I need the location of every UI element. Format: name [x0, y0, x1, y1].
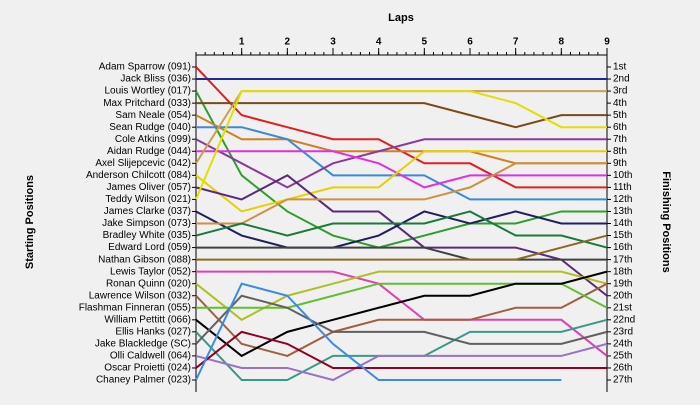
y-tick-label: Oscar Proietti (024) — [104, 363, 191, 374]
y2-tick-label: 18th — [613, 266, 632, 277]
x-tick-label: 2 — [285, 37, 291, 48]
series-line — [195, 150, 607, 213]
series-line — [195, 294, 608, 345]
y2-tick-label: 9th — [613, 158, 627, 169]
y-tick-label: Olli Caldwell (064) — [110, 351, 191, 362]
y2-tick-label: 6th — [613, 122, 627, 133]
y-tick-label: Lawrence Wilson (032) — [89, 290, 191, 301]
y-tick-label: Sean Rudge (040) — [109, 122, 191, 133]
y2-tick-label: 19th — [613, 278, 632, 289]
y2-tick-label: 16th — [613, 242, 632, 253]
y2-tick-label: 24th — [613, 339, 632, 350]
x-tick-label: 8 — [559, 37, 565, 48]
y-tick-label: Max Pritchard (033) — [103, 98, 191, 109]
y-tick-label: Jake Blackledge (SC) — [95, 339, 191, 350]
y2-tick-label: 10th — [613, 170, 632, 181]
x-tick-label: 7 — [513, 37, 519, 48]
x-tick-label: 6 — [467, 37, 473, 48]
y2-tick-label: 4th — [613, 98, 627, 109]
y2-tick-label: 5th — [613, 110, 627, 121]
y-tick-label: William Pettitt (066) — [104, 314, 191, 325]
y-tick-label: James Oliver (057) — [107, 182, 191, 193]
y2-tick-label: 27th — [613, 375, 632, 386]
y2-tick-label: 21st — [613, 302, 632, 313]
y2-tick-label: 22nd — [613, 314, 635, 325]
x-tick-label: 5 — [422, 37, 428, 48]
y2-tick-label: 13th — [613, 206, 632, 217]
y2-tick-label: 20th — [613, 290, 632, 301]
y2-tick-label: 26th — [613, 363, 632, 374]
y2-tick-label: 8th — [613, 146, 627, 157]
y-tick-label: James Clarke (037) — [104, 206, 191, 217]
series-line — [196, 150, 607, 189]
y2-tick-label: 1st — [613, 62, 627, 73]
series-line — [195, 282, 562, 381]
y2-tick-label: 23rd — [613, 326, 633, 337]
y2-tick-label: 3rd — [613, 86, 627, 97]
y-tick-label: Nathan Gibson (088) — [98, 254, 191, 265]
y2-tick-label: 15th — [613, 230, 632, 241]
y-tick-label: Ellis Hanks (027) — [115, 326, 191, 337]
y-tick-label: Bradley White (035) — [103, 230, 191, 241]
series-line — [195, 330, 607, 369]
y-tick-label: Lewis Taylor (052) — [110, 266, 191, 277]
y2-tick-label: 25th — [613, 351, 632, 362]
y-axis-title: Starting Positions — [24, 175, 36, 269]
y-tick-label: Cole Atkins (099) — [115, 134, 191, 145]
x-tick-label: 1 — [239, 37, 245, 48]
y-tick-label: Sam Neale (054) — [115, 110, 191, 121]
y-tick-label: Flashman Finneran (055) — [79, 302, 191, 313]
x-tick-label: 9 — [604, 37, 610, 48]
series-line — [196, 102, 607, 129]
series-line — [195, 342, 608, 382]
y-tick-label: Edward Lord (059) — [108, 242, 191, 253]
y-tick-label: Aidan Rudge (044) — [107, 146, 191, 157]
y-tick-label: Jack Bliss (036) — [120, 74, 191, 85]
y-tick-label: Jake Simpson (073) — [102, 218, 191, 229]
y-tick-label: Anderson Chilcott (084) — [86, 170, 191, 181]
y2-tick-label: 12th — [613, 194, 632, 205]
y-tick-label: Adam Sparrow (091) — [99, 62, 191, 73]
y-tick-label: Ronan Quinn (020) — [106, 278, 191, 289]
y-tick-label: Louis Wortley (017) — [104, 86, 191, 97]
x-tick-label: 4 — [376, 37, 382, 48]
series-line — [196, 234, 608, 261]
y2-axis-title: Finishing Positions — [660, 171, 672, 272]
series-line — [196, 246, 607, 261]
x-tick-label: 3 — [330, 37, 336, 48]
series-line — [195, 270, 608, 358]
chart-title: Laps — [388, 12, 414, 24]
y2-tick-label: 17th — [613, 254, 632, 265]
y2-tick-label: 14th — [613, 218, 632, 229]
series-line — [195, 282, 608, 357]
y2-tick-label: 11th — [613, 182, 632, 193]
series-line — [195, 138, 607, 189]
y-tick-label: Teddy Wilson (021) — [105, 194, 191, 205]
y2-tick-label: 7th — [613, 134, 627, 145]
y-tick-label: Chaney Palmer (023) — [96, 375, 191, 386]
series-line — [196, 162, 607, 225]
y-tick-label: Axel Slijepcevic (042) — [95, 158, 191, 169]
series-line — [195, 90, 607, 200]
series-line — [195, 210, 608, 249]
y2-tick-label: 2nd — [613, 74, 630, 85]
